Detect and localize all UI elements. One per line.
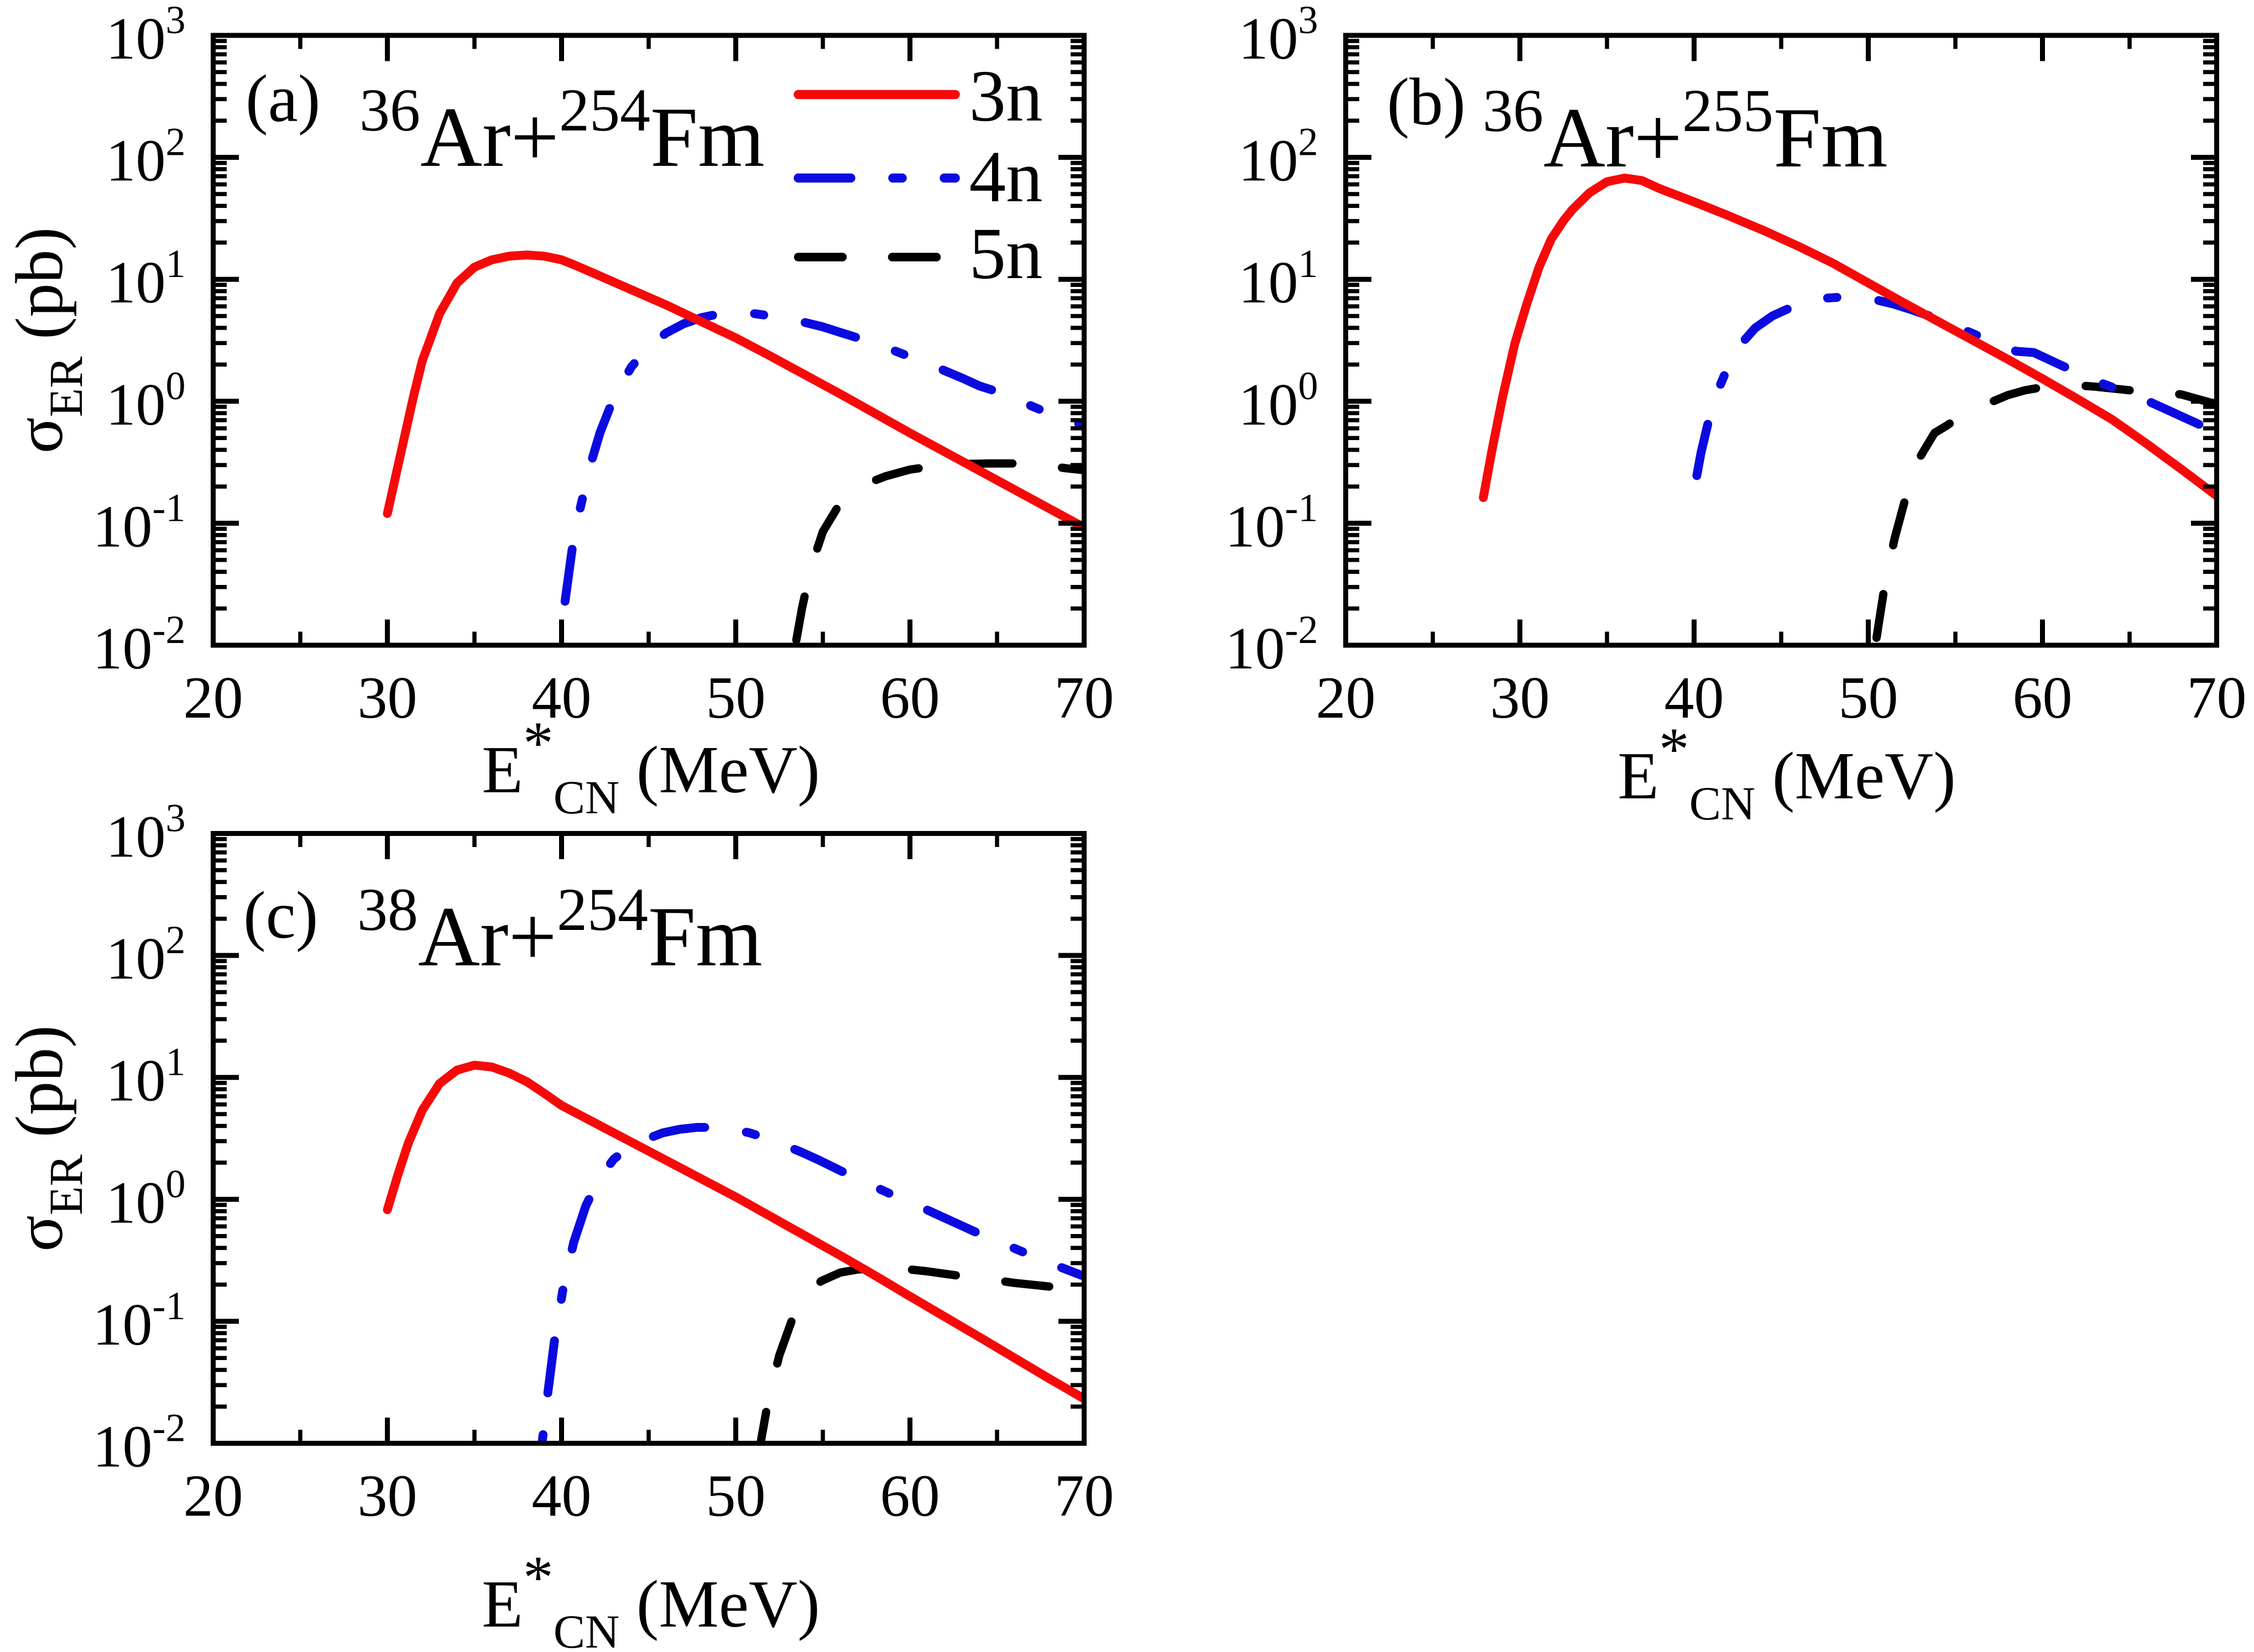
svg-text:(b): (b) [1387,65,1465,139]
svg-text:60: 60 [2013,665,2073,731]
svg-text:10-2: 10-2 [1225,608,1318,682]
svg-text:30: 30 [358,1463,418,1529]
svg-text:20: 20 [1316,665,1376,731]
svg-text:38Ar+254Fm: 38Ar+254Fm [357,876,763,984]
svg-text:40: 40 [532,1463,592,1529]
svg-text:10-1: 10-1 [93,1284,186,1358]
svg-text:3n: 3n [969,55,1043,137]
svg-text:50: 50 [1839,665,1898,731]
svg-text:50: 50 [706,665,766,731]
svg-text:20: 20 [184,1463,243,1529]
svg-text:(c): (c) [243,878,318,953]
svg-text:5n: 5n [969,212,1043,294]
svg-text:10-2: 10-2 [93,608,186,682]
svg-text:70: 70 [1055,1463,1114,1529]
svg-text:40: 40 [1665,665,1724,731]
svg-text:50: 50 [706,1463,766,1529]
svg-text:70: 70 [2187,665,2247,731]
svg-text:20: 20 [184,665,243,731]
svg-text:40: 40 [532,665,592,731]
svg-text:70: 70 [1055,665,1114,731]
svg-text:103: 103 [106,796,186,870]
svg-text:36Ar+254Fm: 36Ar+254Fm [359,76,765,185]
svg-text:60: 60 [880,1463,940,1529]
svg-text:(a): (a) [246,61,320,136]
svg-text:100: 100 [106,364,186,438]
svg-text:103: 103 [1239,0,1318,72]
svg-text:4n: 4n [969,135,1043,217]
svg-text:30: 30 [1490,665,1550,731]
svg-text:30: 30 [358,665,418,731]
svg-text:60: 60 [880,665,940,731]
svg-text:36Ar+255Fm: 36Ar+255Fm [1483,77,1888,185]
